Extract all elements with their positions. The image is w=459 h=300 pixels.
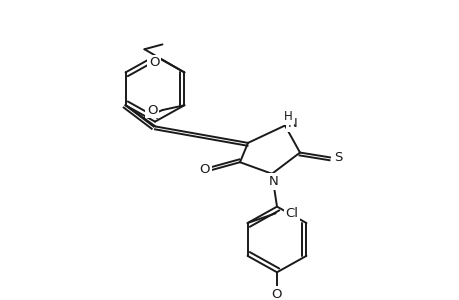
Text: H: H xyxy=(283,110,292,123)
Text: Cl: Cl xyxy=(285,207,298,220)
Text: O: O xyxy=(271,288,282,300)
Text: H: H xyxy=(283,110,292,123)
Text: N: N xyxy=(269,175,278,188)
Text: O: O xyxy=(199,164,210,176)
Text: O: O xyxy=(149,56,159,69)
Text: N: N xyxy=(269,175,278,188)
Text: N: N xyxy=(287,117,297,130)
Text: S: S xyxy=(333,151,341,164)
Text: O: O xyxy=(149,56,159,69)
Text: O: O xyxy=(146,103,157,117)
Text: O: O xyxy=(146,103,157,117)
Text: O: O xyxy=(199,164,210,176)
Text: Cl: Cl xyxy=(285,207,298,220)
Text: N: N xyxy=(287,117,297,130)
Text: O: O xyxy=(271,288,282,300)
Text: S: S xyxy=(333,151,341,164)
